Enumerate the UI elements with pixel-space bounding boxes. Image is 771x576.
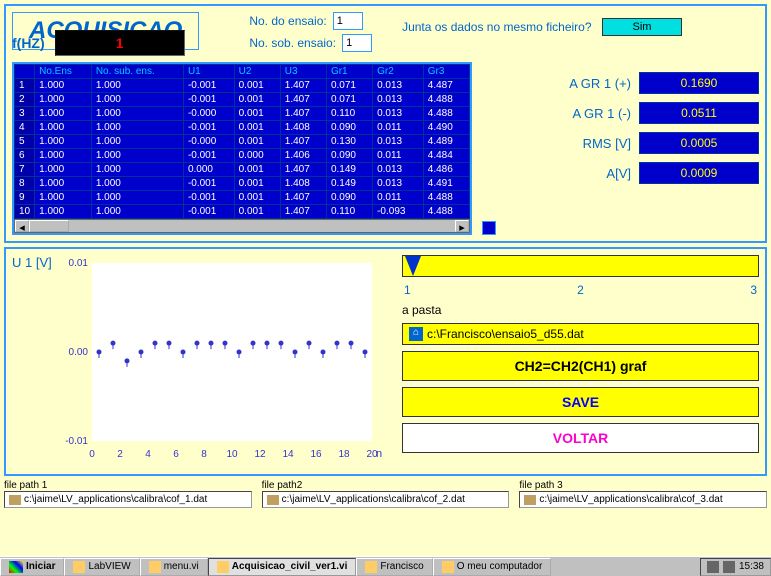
folder-icon: [9, 495, 21, 505]
svg-text:0.01: 0.01: [68, 258, 88, 269]
pasta-label: a pasta: [402, 303, 759, 317]
svg-text:10: 10: [226, 449, 238, 460]
table-row: 41.0001.000-0.0010.0011.4080.0900.0114.4…: [15, 121, 470, 135]
rms-value: 0.0005: [639, 132, 759, 154]
save-button[interactable]: SAVE: [402, 387, 759, 417]
table-row: 61.0001.000-0.0010.0001.4060.0900.0114.4…: [15, 149, 470, 163]
system-tray[interactable]: 15:38: [700, 558, 771, 576]
table-row: 101.0001.000-0.0010.0011.4070.110-0.0934…: [15, 205, 470, 219]
folder-icon: [524, 495, 536, 505]
windows-icon: [9, 561, 23, 573]
app-icon: [442, 561, 454, 573]
table-header: U3: [280, 65, 326, 79]
taskbar-item[interactable]: LabVIEW: [64, 558, 139, 576]
fp1-label: file path 1: [4, 480, 252, 491]
sobensaio-input[interactable]: [342, 34, 372, 52]
fp3-input[interactable]: c:\jaime\LV_applications\calibra\cof_3.d…: [519, 491, 767, 508]
table-header: U1: [183, 65, 234, 79]
svg-text:16: 16: [310, 449, 322, 460]
taskbar-item[interactable]: Francisco: [356, 558, 432, 576]
svg-text:-0.01: -0.01: [65, 436, 88, 447]
table-row: 51.0001.000-0.0000.0011.4070.1300.0134.4…: [15, 135, 470, 149]
sobensaio-label: No. sob. ensaio:: [249, 36, 336, 50]
app-icon: [73, 561, 85, 573]
table-header: [15, 65, 35, 79]
pasta-path[interactable]: ⌂ c:\Francisco\ensaio5_d55.dat: [402, 323, 759, 345]
av-label: A[V]: [606, 166, 631, 181]
clock: 15:38: [739, 561, 764, 572]
table-row: 91.0001.000-0.0010.0011.4070.0900.0114.4…: [15, 191, 470, 205]
taskbar: Iniciar LabVIEWmenu.viAcquisicao_civil_v…: [0, 556, 771, 576]
ch2-button[interactable]: CH2=CH2(CH1) graf: [402, 351, 759, 381]
start-button[interactable]: Iniciar: [0, 558, 64, 576]
table-row: 21.0001.000-0.0010.0011.4070.0710.0134.4…: [15, 93, 470, 107]
taskbar-item[interactable]: O meu computador: [433, 558, 552, 576]
fp3-label: file path 3: [519, 480, 767, 491]
table-header: No. sub. ens.: [91, 65, 183, 79]
chart-panel: U 1 [V] 0.010.00-0.0102468101214161820n …: [4, 247, 767, 476]
svg-text:14: 14: [282, 449, 294, 460]
svg-text:12: 12: [254, 449, 266, 460]
table-row: 31.0001.000-0.0000.0011.4070.1100.0134.4…: [15, 107, 470, 121]
chart-ylabel: U 1 [V]: [12, 255, 52, 468]
sim-button[interactable]: Sim: [602, 18, 683, 36]
app-icon: [365, 561, 377, 573]
readouts: A GR 1 (+) 0.1690 A GR 1 (-) 0.0511 RMS …: [506, 62, 759, 235]
agr1m-label: A GR 1 (-): [572, 106, 631, 121]
slider-ticks: 123: [402, 283, 759, 297]
svg-text:0.00: 0.00: [68, 347, 88, 358]
ensaio-label: No. do ensaio:: [249, 14, 326, 28]
table-header: No.Ens: [35, 65, 92, 79]
voltar-button[interactable]: VOLTAR: [402, 423, 759, 453]
table-corner: [482, 221, 496, 235]
join-question: Junta os dados no mesmo ficheiro?: [402, 20, 591, 34]
file-paths-row: file path 1 c:\jaime\LV_applications\cal…: [4, 480, 767, 508]
app-icon: [217, 561, 229, 573]
fp2-label: file path2: [262, 480, 510, 491]
agr1p-label: A GR 1 (+): [569, 76, 631, 91]
table-row: 71.0001.0000.0000.0011.4070.1490.0134.48…: [15, 163, 470, 177]
svg-text:n: n: [376, 448, 382, 460]
tray-icon: [707, 561, 719, 573]
taskbar-item[interactable]: menu.vi: [140, 558, 208, 576]
fp2-input[interactable]: c:\jaime\LV_applications\calibra\cof_2.d…: [262, 491, 510, 508]
table-header: Gr3: [423, 65, 469, 79]
agr1p-value: 0.1690: [639, 72, 759, 94]
svg-text:4: 4: [145, 449, 151, 460]
acquisition-panel: ACQUISICAO No. do ensaio: No. sob. ensai…: [4, 4, 767, 243]
table-header: U2: [234, 65, 280, 79]
data-table-container: No.EnsNo. sub. ens.U1U2U3Gr1Gr2Gr3 11.00…: [12, 62, 472, 235]
folder-icon: [267, 495, 279, 505]
folder-icon: ⌂: [409, 327, 423, 341]
ensaio-input[interactable]: [333, 12, 363, 30]
agr1m-value: 0.0511: [639, 102, 759, 124]
app-icon: [149, 561, 161, 573]
slider-thumb-icon: [405, 256, 421, 276]
fhz-label: f(HZ): [12, 35, 45, 51]
svg-text:6: 6: [173, 449, 179, 460]
fp1-input[interactable]: c:\jaime\LV_applications\calibra\cof_1.d…: [4, 491, 252, 508]
data-table: No.EnsNo. sub. ens.U1U2U3Gr1Gr2Gr3 11.00…: [14, 64, 470, 219]
table-header: Gr1: [326, 65, 372, 79]
svg-text:18: 18: [338, 449, 350, 460]
fhz-display: 1: [55, 30, 185, 56]
svg-text:2: 2: [117, 449, 123, 460]
rms-label: RMS [V]: [583, 136, 631, 151]
svg-text:8: 8: [201, 449, 207, 460]
slider[interactable]: [402, 255, 759, 277]
table-row: 11.0001.000-0.0010.0011.4070.0710.0134.4…: [15, 79, 470, 93]
av-value: 0.0009: [639, 162, 759, 184]
chart-area: 0.010.00-0.0102468101214161820n: [52, 255, 382, 468]
tray-icon: [723, 561, 735, 573]
table-row: 81.0001.000-0.0010.0011.4080.1490.0134.4…: [15, 177, 470, 191]
svg-text:0: 0: [89, 449, 95, 460]
table-header: Gr2: [373, 65, 424, 79]
table-hscroll[interactable]: ◂ ▸: [14, 219, 470, 233]
taskbar-item[interactable]: Acquisicao_civil_ver1.vi: [208, 558, 357, 576]
